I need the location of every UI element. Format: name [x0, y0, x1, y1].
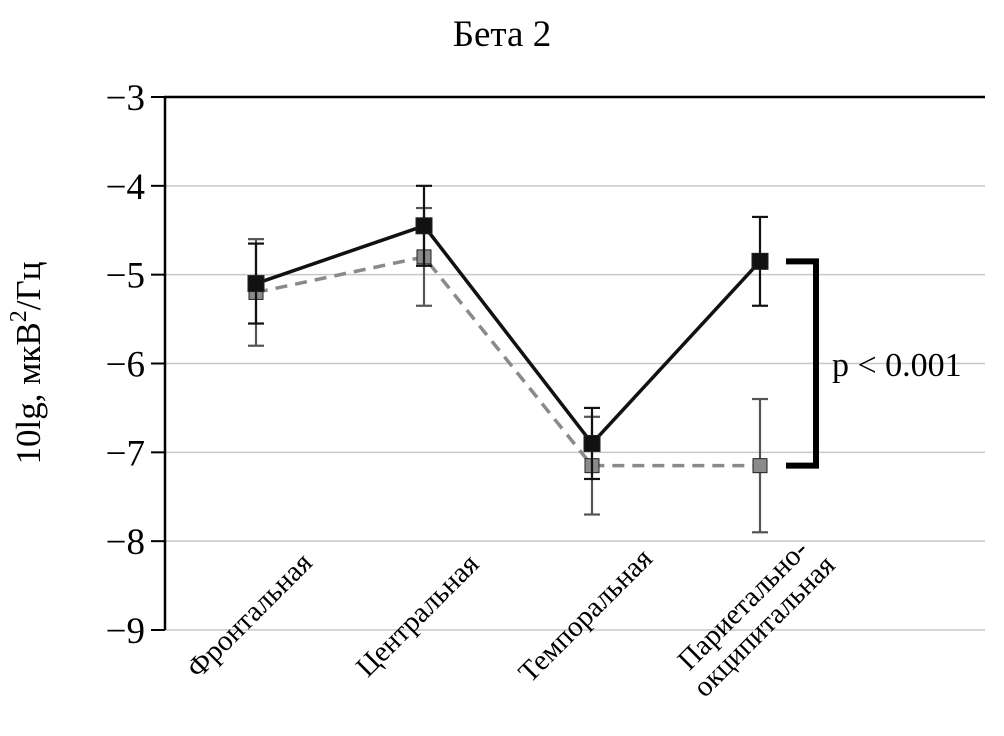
- y-tick-label: −3: [106, 78, 145, 119]
- annotation-layer: [786, 258, 819, 469]
- data-point-marker: [583, 434, 601, 452]
- series-black-solid: [247, 184, 769, 481]
- axes-layer: −3 −4 −5 −6 −7 −8 −9 10lg, мкВ2/Гц Фронтальная Це…: [6, 78, 985, 703]
- series-line: [255, 223, 762, 447]
- y-tick-label: −4: [106, 167, 145, 208]
- series-line: [255, 254, 760, 468]
- y-tick-label: −6: [106, 345, 145, 386]
- y-tick-label: −9: [106, 611, 145, 652]
- category-label: Центральная: [350, 548, 485, 683]
- series-layer: [247, 184, 769, 534]
- data-point-marker: [752, 458, 768, 474]
- significance-bracket: [786, 258, 819, 469]
- data-point-marker: [247, 275, 265, 293]
- data-point-marker: [751, 252, 769, 270]
- category-label: Темпоральная: [512, 542, 658, 688]
- category-label: Фронтальная: [181, 547, 319, 685]
- y-tick-label: −8: [106, 522, 145, 563]
- data-point-marker: [415, 217, 433, 235]
- p-value-label: p < 0.001: [832, 347, 962, 384]
- series-gray-dashed: [248, 206, 768, 534]
- y-tick-label: −5: [106, 256, 145, 297]
- chart-title: Бета 2: [453, 14, 551, 55]
- category-label: Париетально-окципитальная: [666, 528, 842, 704]
- y-axis-title: 10lg, мкВ2/Гц: [6, 262, 48, 465]
- y-tick-label: −7: [106, 433, 145, 474]
